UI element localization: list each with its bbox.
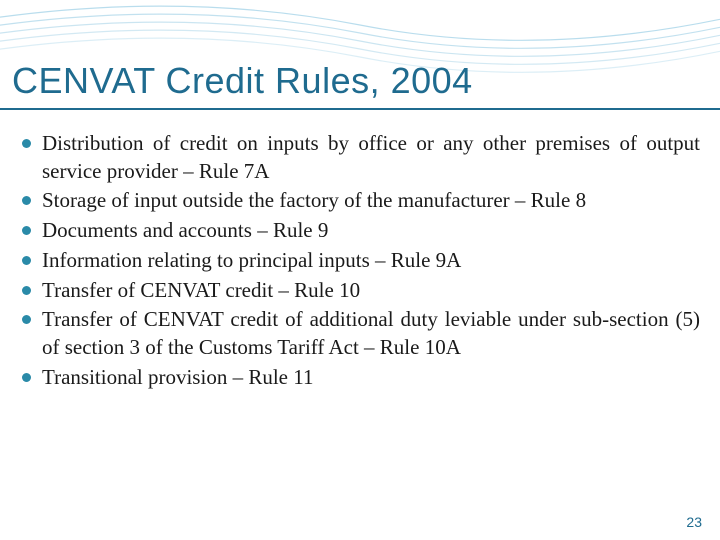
list-item: Transitional provision – Rule 11 bbox=[20, 364, 700, 392]
list-item: Storage of input outside the factory of … bbox=[20, 187, 700, 215]
list-item: Documents and accounts – Rule 9 bbox=[20, 217, 700, 245]
bullet-list: Distribution of credit on inputs by offi… bbox=[20, 130, 700, 391]
slide-title: CENVAT Credit Rules, 2004 bbox=[0, 60, 720, 110]
list-item: Information relating to principal inputs… bbox=[20, 247, 700, 275]
list-item: Transfer of CENVAT credit of additional … bbox=[20, 306, 700, 361]
list-item: Transfer of CENVAT credit – Rule 10 bbox=[20, 277, 700, 305]
page-number: 23 bbox=[686, 514, 702, 530]
slide-content: Distribution of credit on inputs by offi… bbox=[20, 130, 700, 393]
list-item: Distribution of credit on inputs by offi… bbox=[20, 130, 700, 185]
